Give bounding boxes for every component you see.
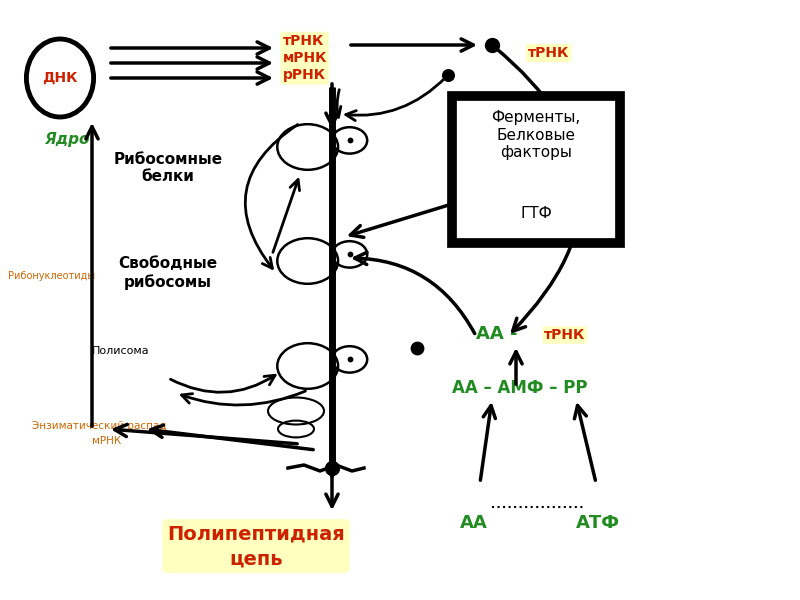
FancyBboxPatch shape (452, 96, 620, 243)
Text: Ферменты,
Белковые
факторы: Ферменты, Белковые факторы (491, 110, 581, 160)
Text: Рибонуклеотиды: Рибонуклеотиды (8, 271, 95, 281)
Text: Полисома: Полисома (92, 346, 150, 356)
Point (442, 70, 454, 80)
Text: ГТФ: ГТФ (520, 205, 552, 220)
Text: тРНК: тРНК (544, 328, 586, 342)
Text: Энзиматический распад: Энзиматический распад (32, 421, 166, 431)
Text: АА -: АА - (476, 325, 518, 343)
Point (343, 355, 356, 364)
Text: Рибосомные
белки: Рибосомные белки (114, 152, 222, 184)
Text: ДНК: ДНК (42, 71, 78, 85)
Point (326, 463, 338, 473)
Point (343, 136, 356, 145)
Text: тРНК
мРНК
рРНК: тРНК мРНК рРНК (282, 34, 327, 82)
Text: мРНК: мРНК (92, 436, 121, 446)
Text: АТФ: АТФ (576, 514, 620, 532)
Text: Свободные
рибосомы: Свободные рибосомы (118, 256, 218, 290)
Text: Полипептидная
цепь: Полипептидная цепь (167, 524, 345, 568)
Point (486, 40, 498, 50)
Text: Ядро: Ядро (44, 132, 90, 147)
Point (410, 343, 423, 353)
Point (343, 250, 356, 259)
Text: АА: АА (460, 514, 488, 532)
Text: тРНК: тРНК (528, 46, 570, 60)
Text: АА – АМФ – РР: АА – АМФ – РР (452, 379, 587, 397)
